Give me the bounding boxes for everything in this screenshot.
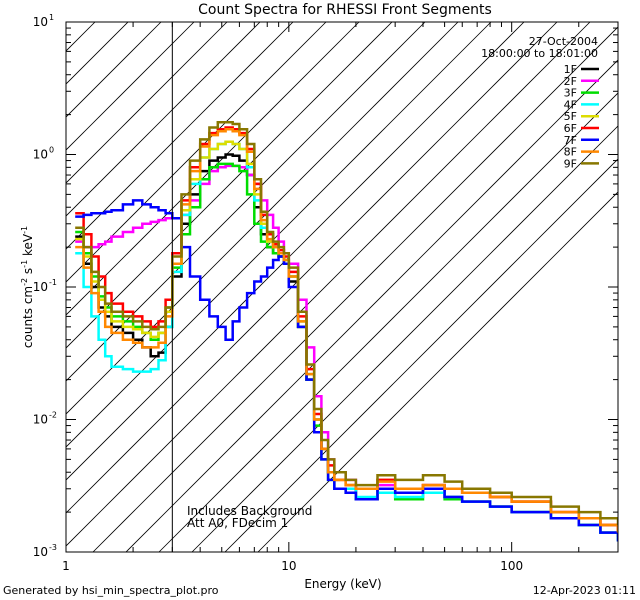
y-tick-exponent: -3 [49, 543, 57, 552]
y-axis-label: counts cm-2 s-1 keV-1 [20, 226, 35, 348]
hatch-line [66, 22, 261, 217]
y-tick-exponent: -1 [49, 278, 57, 287]
hatch-line [92, 26, 618, 552]
y-tick-label: 10 [33, 148, 48, 162]
legend-label-8F: 8F [564, 146, 577, 159]
chart-title: Count Spectra for RHESSI Front Segments [198, 2, 492, 18]
legend-label-2F: 2F [564, 75, 577, 88]
hatch-line [125, 59, 618, 552]
legend-label-1F: 1F [564, 63, 577, 76]
hatch-line [158, 92, 618, 552]
x-tick-label: 10 [281, 559, 296, 573]
hatch-line [66, 22, 591, 547]
timestamp-label: 12-Apr-2023 01:11 [533, 584, 636, 597]
hatch-line [66, 22, 393, 349]
y-tick-exponent: -2 [49, 411, 57, 420]
series-line-9F [75, 121, 618, 525]
legend-label-4F: 4F [564, 98, 577, 111]
hatch-line [66, 22, 492, 448]
hatch-line [66, 22, 426, 382]
hatch-line [66, 22, 525, 481]
x-axis-label: Energy (keV) [304, 577, 381, 591]
hatch-line [257, 191, 618, 552]
time-range-label: 18:00:00 to 18:01:00 [481, 47, 598, 60]
hatch-line [66, 22, 195, 151]
y-tick-label: 10 [33, 413, 48, 427]
series-line-7F [75, 199, 618, 542]
y-tick-label: 10 [33, 280, 48, 294]
y-tick-exponent: 0 [49, 146, 54, 155]
hatch-line [224, 158, 618, 552]
legend-label-6F: 6F [564, 122, 577, 135]
x-tick-label: 1 [62, 559, 70, 573]
axis-ticks [65, 22, 619, 553]
annotation-background: Includes Background [187, 504, 312, 518]
legend-label-9F: 9F [564, 157, 577, 170]
series-layer [75, 121, 618, 542]
hatch-line [66, 22, 162, 118]
y-tick-exponent: 1 [49, 13, 54, 22]
legend-label-3F: 3F [564, 87, 577, 100]
x-tick-label: 100 [500, 559, 523, 573]
date-label: 27-Oct-2004 [529, 35, 598, 48]
legend-label-5F: 5F [564, 110, 577, 123]
annotation-attenuator: Att A0, FDecim 1 [187, 516, 288, 530]
hatch-line [66, 22, 459, 415]
generated-by-label: Generated by hsi_min_spectra_plot.pro [3, 584, 219, 597]
hatch-line [66, 22, 228, 184]
legend-label-7F: 7F [564, 134, 577, 147]
y-tick-label: 10 [33, 545, 48, 559]
hatch-line [66, 22, 294, 250]
y-tick-label: 10 [33, 15, 48, 29]
hatch-line [191, 125, 618, 552]
hatch-line [66, 22, 327, 283]
